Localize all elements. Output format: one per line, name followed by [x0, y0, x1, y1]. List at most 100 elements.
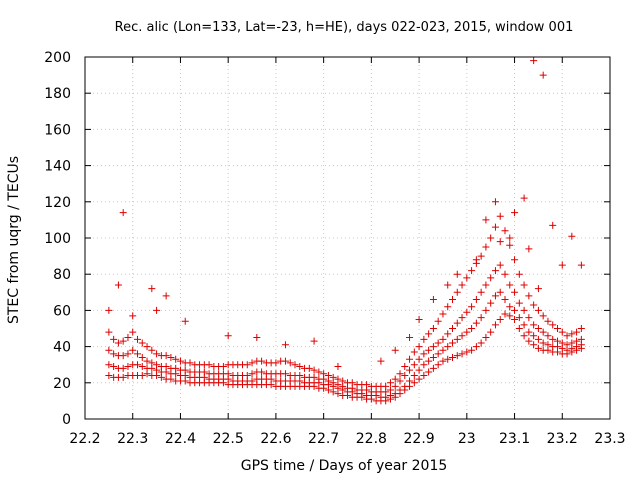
data-point	[558, 261, 566, 269]
data-point	[458, 314, 466, 322]
data-point	[281, 357, 289, 365]
y-tick-label: 60	[53, 303, 71, 319]
data-point	[463, 308, 471, 316]
data-point	[491, 292, 499, 300]
data-point	[468, 346, 476, 354]
data-point	[148, 346, 156, 354]
data-point	[468, 267, 476, 275]
data-point	[119, 337, 127, 345]
data-point	[391, 346, 399, 354]
data-point	[425, 330, 433, 338]
data-point	[487, 299, 495, 307]
data-point	[530, 341, 538, 349]
data-point	[549, 321, 557, 329]
data-point	[491, 198, 499, 206]
y-tick-label: 100	[44, 231, 71, 247]
y-tick-label: 40	[53, 340, 71, 356]
data-point	[162, 352, 170, 360]
data-point	[429, 296, 437, 304]
data-point	[153, 350, 161, 358]
axis-ticks: 22.2 22.3 22.4 22.5 22.6 22.7 22.8 22.9 23 23.1 23…	[44, 50, 625, 447]
data-point	[396, 370, 404, 378]
data-point	[119, 364, 127, 372]
data-point	[382, 382, 390, 390]
data-point	[406, 366, 414, 374]
data-point	[119, 373, 127, 381]
y-tick-label: 160	[44, 122, 71, 138]
data-point	[420, 350, 428, 358]
data-point	[105, 372, 113, 380]
data-point	[153, 306, 161, 314]
data-point	[429, 343, 437, 351]
data-point	[539, 312, 547, 320]
data-point	[558, 328, 566, 336]
data-point	[148, 285, 156, 293]
data-point	[410, 348, 418, 356]
data-point	[329, 373, 337, 381]
y-tick-label: 140	[44, 159, 71, 175]
data-point	[472, 343, 480, 351]
data-point	[434, 317, 442, 325]
data-point	[520, 332, 528, 340]
data-point	[444, 330, 452, 338]
data-point	[148, 359, 156, 367]
data-point	[134, 350, 141, 358]
data-point	[406, 377, 414, 385]
data-point	[491, 321, 499, 329]
data-point	[449, 339, 456, 347]
plot-frame	[84, 56, 611, 420]
data-point	[310, 373, 318, 381]
data-point	[554, 337, 561, 345]
data-point	[396, 386, 404, 394]
data-point	[143, 357, 151, 365]
data-point	[110, 335, 118, 343]
data-point	[339, 377, 347, 385]
data-point	[477, 314, 485, 322]
data-point	[253, 334, 261, 342]
data-point	[525, 292, 533, 300]
data-point	[291, 361, 299, 369]
data-point	[248, 377, 256, 385]
data-point	[420, 335, 428, 343]
data-point	[449, 325, 456, 332]
data-point	[496, 212, 504, 220]
data-point	[534, 344, 542, 352]
data-point	[482, 281, 490, 289]
data-point	[544, 317, 552, 325]
data-point	[472, 296, 480, 304]
data-point	[444, 355, 452, 363]
data-point	[377, 357, 385, 365]
data-point	[453, 335, 461, 343]
data-point	[114, 281, 122, 289]
data-point	[219, 363, 227, 371]
data-point	[573, 328, 581, 336]
data-point	[224, 332, 232, 340]
data-point	[401, 382, 409, 390]
data-point	[496, 288, 504, 296]
data-point	[515, 270, 523, 278]
data-point	[525, 314, 533, 322]
data-point	[525, 337, 533, 345]
data-point	[544, 332, 552, 340]
data-point	[520, 281, 528, 289]
data-point	[415, 375, 423, 383]
data-point	[482, 216, 490, 224]
data-point	[444, 303, 452, 311]
data-point	[272, 359, 280, 367]
data-point	[563, 341, 571, 349]
data-point	[554, 325, 561, 332]
data-point	[406, 355, 414, 363]
data-point	[577, 335, 585, 343]
data-point	[458, 350, 466, 358]
data-point	[248, 370, 256, 378]
chart-title: Rec. alic (Lon=133, Lat=-23, h=HE), days…	[115, 20, 574, 35]
data-point	[110, 350, 118, 358]
data-point	[515, 299, 523, 307]
data-point	[568, 232, 576, 240]
x-tick-label: 23.2	[547, 431, 578, 447]
data-point	[110, 363, 118, 371]
data-point	[444, 281, 452, 289]
data-point	[491, 267, 499, 275]
data-point	[334, 375, 342, 383]
data-point	[162, 363, 170, 371]
